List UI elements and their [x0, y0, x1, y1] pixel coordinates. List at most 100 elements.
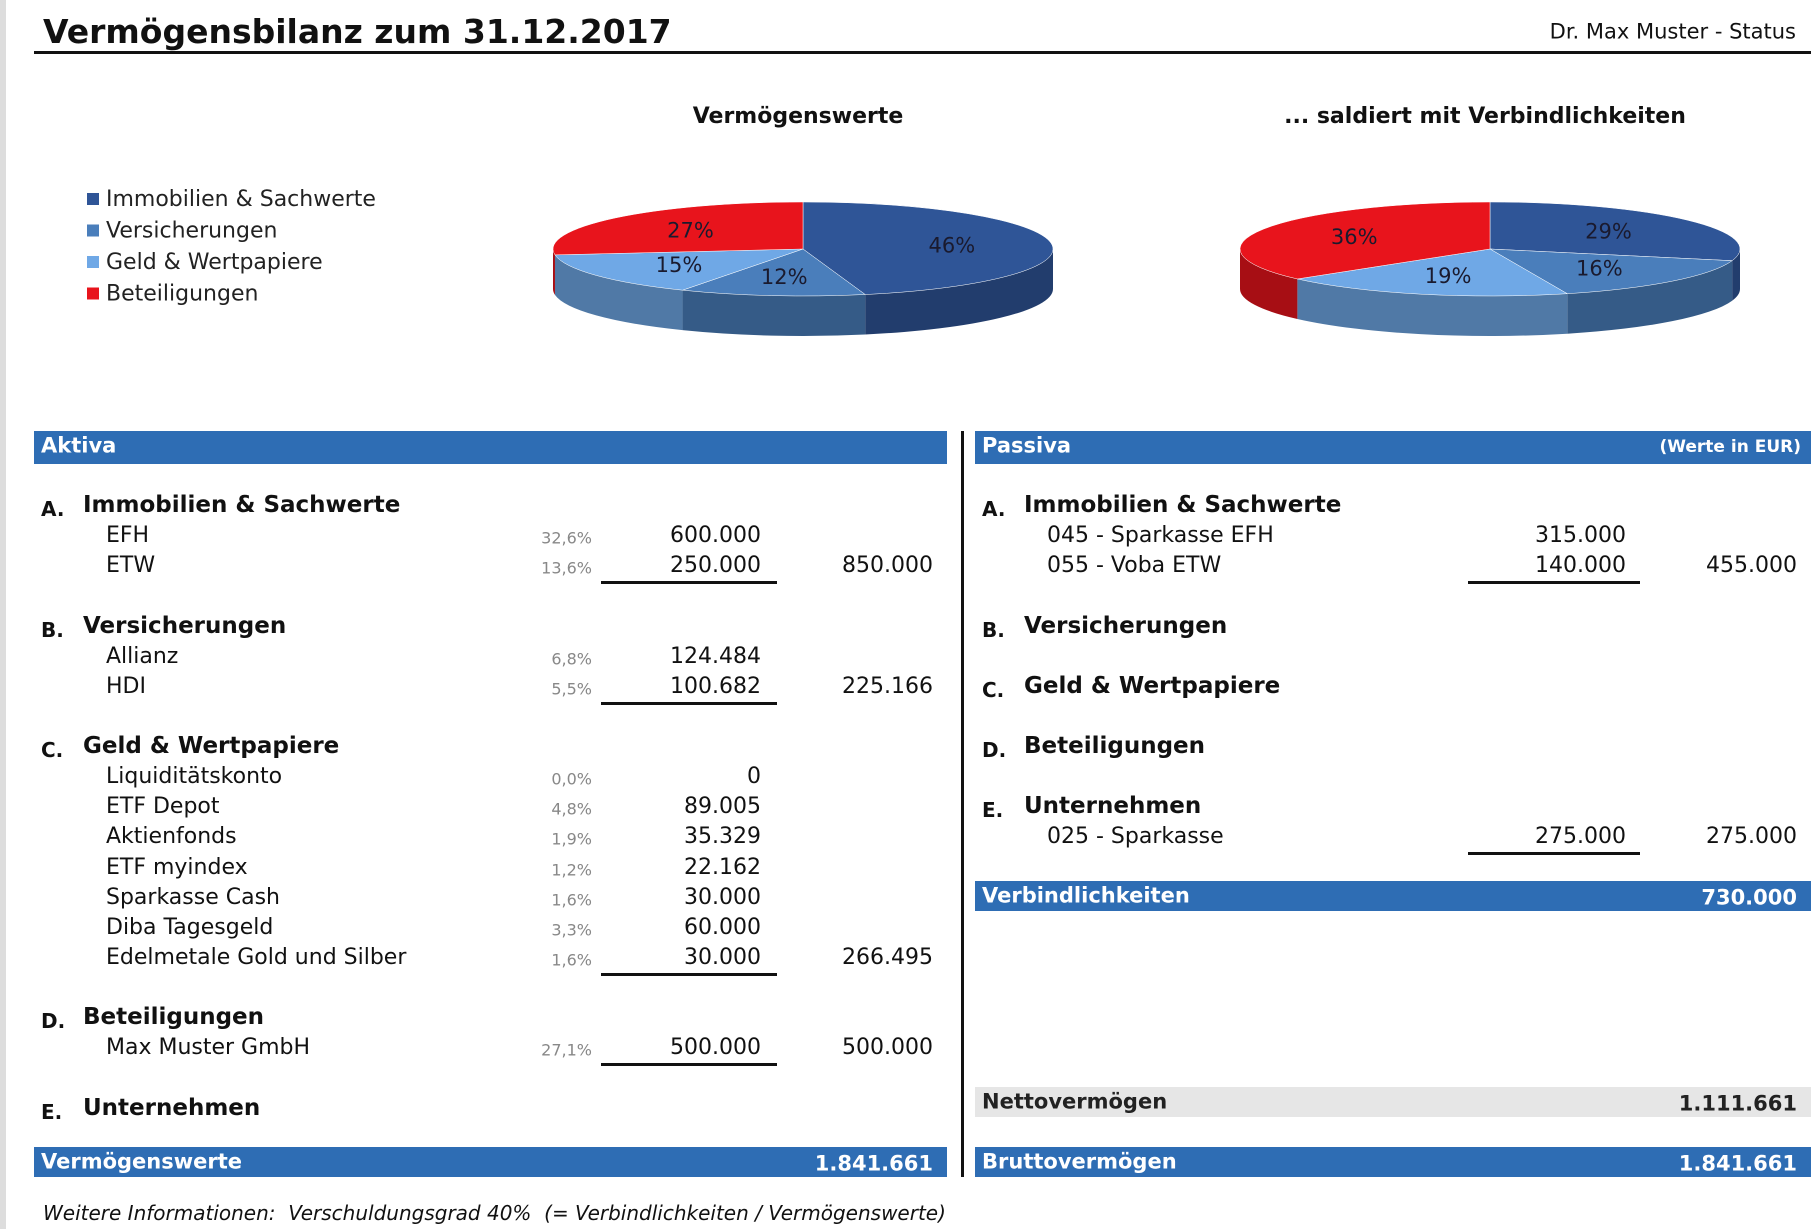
- item-pct: 1,6%: [551, 950, 592, 970]
- group-total: 455.000: [1706, 553, 1797, 579]
- pie-slice: [1489, 201, 1741, 261]
- section-title: Aktiva: [41, 433, 117, 458]
- group-letter: A.: [41, 497, 65, 521]
- liabilities-bar: [975, 881, 1811, 911]
- pie: [552, 201, 1054, 336]
- group-name: Beteiligungen: [83, 1004, 265, 1031]
- pie-label: 36%: [1331, 225, 1378, 249]
- pie: [1239, 201, 1741, 336]
- pie-label: 19%: [1425, 264, 1472, 288]
- item-pct: 6,8%: [551, 649, 592, 669]
- legend-swatch: [87, 256, 99, 268]
- group-total: 275.000: [1706, 824, 1797, 850]
- pie-side: [865, 249, 1053, 335]
- item-name: Edelmetale Gold und Silber: [106, 944, 407, 970]
- item-name: 045 - Sparkasse EFH: [1047, 522, 1274, 548]
- gross-bar: [975, 1147, 1811, 1177]
- item-pct: 5,5%: [551, 679, 592, 699]
- group-letter: C.: [41, 738, 64, 763]
- item-name: Diba Tagesgeld: [106, 914, 274, 940]
- underline: [601, 973, 777, 976]
- liabilities-bar-value: 730.000: [1701, 885, 1797, 910]
- divider: [961, 431, 964, 1177]
- item-amount: 500.000: [670, 1035, 761, 1061]
- chart-title: ... saldiert mit Verbindlichkeiten: [1284, 104, 1686, 129]
- group-letter: A.: [982, 497, 1006, 521]
- item-pct: 3,3%: [551, 920, 592, 940]
- item-name: Max Muster GmbH: [106, 1035, 311, 1061]
- group-total: 266.495: [842, 944, 933, 970]
- underline: [1468, 852, 1640, 856]
- sum-bar-label: Vermögenswerte: [41, 1149, 243, 1174]
- legend-label: Beteiligungen: [106, 282, 258, 307]
- pie-label: 16%: [1576, 256, 1623, 280]
- pie-label: 12%: [761, 265, 808, 289]
- pie-label: 29%: [1585, 220, 1632, 244]
- pie-label: 15%: [656, 253, 703, 277]
- group-name: Versicherungen: [1024, 612, 1228, 639]
- group-name: Immobilien & Sachwerte: [1024, 492, 1342, 519]
- legend-label: Geld & Wertpapiere: [106, 250, 323, 275]
- underline: [601, 1063, 777, 1067]
- item-amount: 30.000: [684, 884, 761, 910]
- group-total: 850.000: [842, 553, 933, 579]
- underline: [1468, 581, 1640, 585]
- item-amount: 22.162: [684, 854, 761, 880]
- pie-label: 46%: [928, 233, 975, 257]
- item-pct: 1,9%: [551, 829, 592, 849]
- group-total: 500.000: [842, 1035, 933, 1061]
- pie-side: [1297, 278, 1568, 336]
- item-amount: 0: [747, 764, 761, 790]
- item-amount: 60.000: [684, 914, 761, 940]
- title: Vermögensbilanz zum 31.12.2017: [43, 12, 672, 52]
- item-name: EFH: [106, 522, 150, 548]
- pie-slice: [1239, 201, 1491, 280]
- gross-bar-value: 1.841.661: [1678, 1151, 1797, 1176]
- group-name: Immobilien & Sachwerte: [83, 492, 401, 519]
- group-letter: D.: [41, 1009, 66, 1034]
- pie-side: [1240, 249, 1298, 319]
- gross-bar-label: Bruttovermögen: [982, 1149, 1177, 1174]
- pie-side: [554, 254, 683, 331]
- pie-side: [682, 290, 866, 336]
- item-amount: 250.000: [670, 553, 761, 579]
- group-name: Beteiligungen: [1024, 733, 1206, 760]
- group-name: Geld & Wertpapiere: [1024, 673, 1281, 699]
- item-pct: 4,8%: [551, 799, 592, 819]
- section-title: Passiva: [982, 433, 1072, 458]
- item-amount: 30.000: [684, 944, 761, 970]
- pie-label: 27%: [667, 218, 714, 242]
- item-amount: 140.000: [1535, 553, 1626, 579]
- legend-swatch: [87, 193, 99, 205]
- item-name: Liquiditätskonto: [106, 764, 283, 790]
- charts: Immobilien & Sachwerte Versicherungen Geld…: [87, 104, 1741, 336]
- legend-swatch: [87, 224, 99, 237]
- legend-label: Versicherungen: [106, 219, 277, 244]
- sum-bar: [34, 1147, 947, 1177]
- net-bar: [975, 1087, 1811, 1117]
- item-pct: 13,6%: [541, 558, 592, 578]
- item-name: ETW: [106, 553, 156, 579]
- group-letter: D.: [982, 738, 1007, 763]
- section-header: [975, 431, 1811, 464]
- item-name: Aktienfonds: [106, 824, 237, 850]
- sum-bar-value: 1.841.661: [814, 1151, 933, 1176]
- item-amount: 100.682: [670, 673, 761, 699]
- item-pct: 1,6%: [551, 890, 592, 910]
- item-amount: 315.000: [1535, 522, 1626, 548]
- legend-swatch: [87, 287, 99, 300]
- group-letter: B.: [41, 617, 64, 642]
- header-rule: [34, 51, 1811, 54]
- liabilities-bar-label: Verbindlichkeiten: [982, 883, 1190, 908]
- pie-side: [1567, 260, 1733, 334]
- legend-label: Immobilien & Sachwerte: [106, 187, 376, 212]
- group-letter: E.: [41, 1099, 63, 1124]
- item-amount: 35.329: [684, 824, 761, 850]
- group-letter: B.: [982, 617, 1005, 642]
- item-pct: 0,0%: [551, 769, 592, 789]
- item-name: 055 - Voba ETW: [1047, 553, 1222, 579]
- pie-slice: [552, 201, 804, 256]
- item-name: ETF myindex: [106, 854, 248, 880]
- pie-slice: [1489, 248, 1733, 294]
